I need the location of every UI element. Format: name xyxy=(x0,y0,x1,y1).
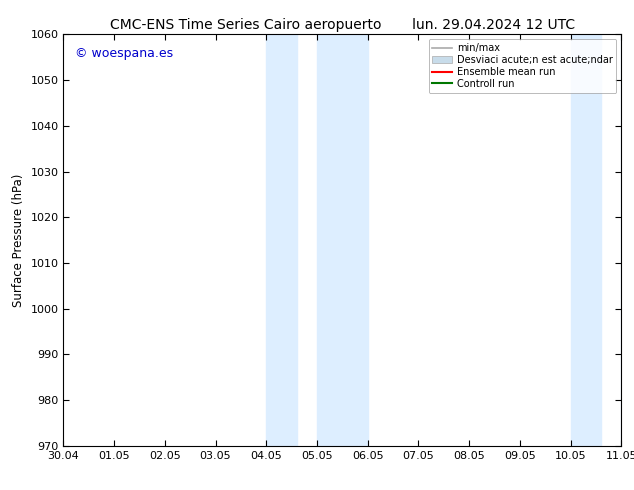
Y-axis label: Surface Pressure (hPa): Surface Pressure (hPa) xyxy=(12,173,25,307)
Bar xyxy=(266,34,297,446)
Legend: min/max, Desviaci acute;n est acute;ndar, Ensemble mean run, Controll run: min/max, Desviaci acute;n est acute;ndar… xyxy=(429,39,616,93)
Bar xyxy=(571,34,601,446)
Title: CMC-ENS Time Series Cairo aeropuerto       lun. 29.04.2024 12 UTC: CMC-ENS Time Series Cairo aeropuerto lun… xyxy=(110,18,575,32)
Text: © woespana.es: © woespana.es xyxy=(75,47,172,60)
Bar xyxy=(317,34,368,446)
